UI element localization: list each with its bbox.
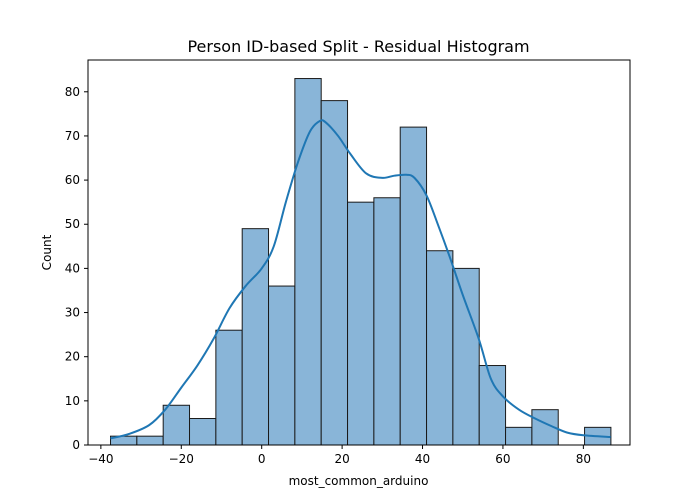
histogram-bar-14: [452, 267, 480, 446]
x-tick-label: 60: [495, 452, 510, 466]
y-tick-label: 10: [65, 394, 80, 408]
y-tick-label: 50: [65, 217, 80, 231]
chart-title: Person ID-based Split - Residual Histogr…: [187, 37, 529, 56]
y-ticks-layer: 0 10 20 30 40 50 60 70 80: [65, 85, 88, 452]
histogram-bar-6: [241, 228, 270, 446]
y-tick-label: 30: [65, 306, 80, 320]
histogram-bar-15: [478, 365, 507, 446]
x-tick-label: −40: [88, 452, 113, 466]
bars-layer: [110, 78, 612, 446]
histogram-bar-4: [189, 418, 217, 446]
histogram-bar-2: [136, 435, 164, 446]
x-tick-label: 80: [576, 452, 591, 466]
plot-frame: [87, 59, 631, 446]
y-tick-label: 20: [65, 350, 80, 364]
histogram-bar-7: [268, 285, 296, 446]
x-ticks-layer: −40 −20 0 20 40 60 80: [88, 445, 591, 466]
histogram-bar-5: [215, 329, 243, 446]
histogram-bar-9: [320, 100, 349, 446]
histogram-bar-11: [373, 197, 401, 446]
y-tick-label: 70: [65, 129, 80, 143]
histogram-bar-10: [347, 201, 375, 446]
x-axis-title: most_common_arduino: [289, 474, 429, 488]
histogram-bar-13: [426, 250, 454, 446]
y-tick-label: 80: [65, 85, 80, 99]
x-tick-label: 20: [334, 452, 349, 466]
histogram-bar-16: [505, 426, 533, 446]
y-axis-title: Count: [40, 234, 54, 270]
kde-line: [110, 119, 611, 440]
y-tick-label: 60: [65, 173, 80, 187]
y-tick-label: 40: [65, 261, 80, 275]
y-tick-label: 0: [72, 438, 80, 452]
x-tick-label: 0: [258, 452, 266, 466]
x-tick-label: 40: [415, 452, 430, 466]
x-tick-label: −20: [169, 452, 194, 466]
histogram-bar-3: [162, 404, 191, 446]
